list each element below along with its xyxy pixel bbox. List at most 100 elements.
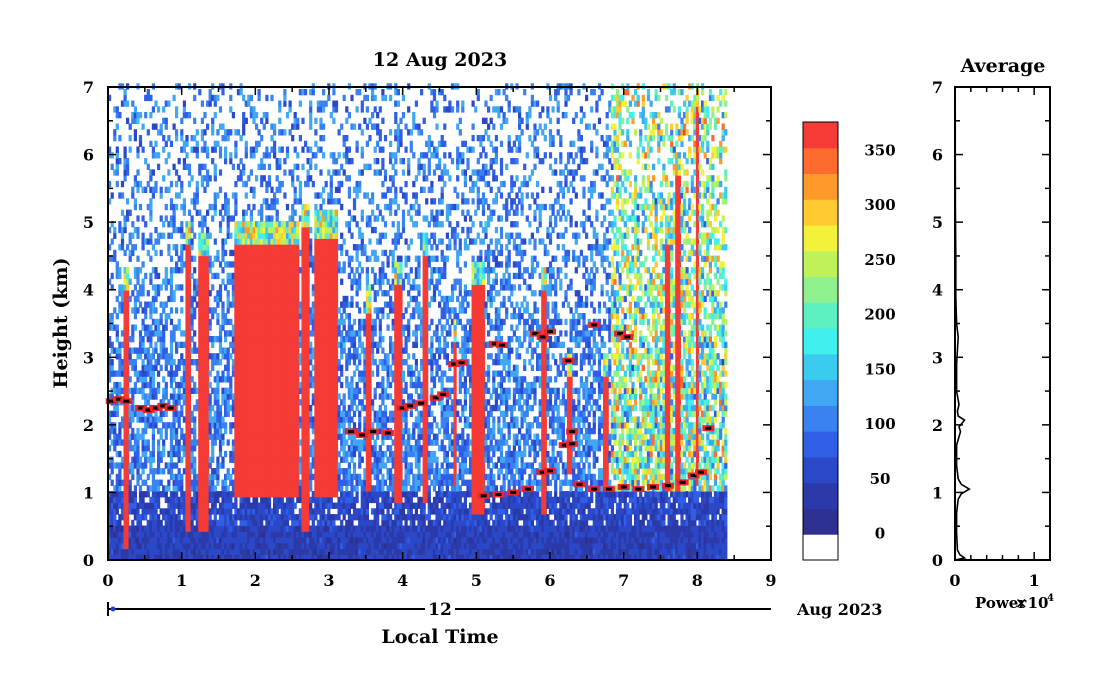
heatmap-cell <box>324 422 328 429</box>
heatmap-cell <box>252 238 256 245</box>
heatmap-cell <box>314 542 318 550</box>
heatmap-cell <box>218 221 223 228</box>
heatmap-cell <box>260 422 264 429</box>
heatmap-cell <box>133 203 137 211</box>
heatmap-cell <box>278 330 282 337</box>
heatmap-cell <box>185 347 189 354</box>
heatmap-cell <box>180 135 184 142</box>
heatmap-cell <box>154 347 158 354</box>
heatmap-cell <box>324 284 328 291</box>
heatmap-cell <box>285 502 290 509</box>
heatmap-cell <box>332 284 336 291</box>
heatmap-cell <box>242 433 246 440</box>
heatmap-cell <box>288 422 292 429</box>
heatmap-cell <box>151 473 155 481</box>
heatmap-cell <box>329 381 333 389</box>
heatmap-cell <box>334 364 339 371</box>
heatmap-cell <box>208 353 212 360</box>
heatmap-cell <box>345 249 349 257</box>
heatmap-cell <box>185 135 189 142</box>
heatmap-cell <box>301 347 305 354</box>
heatmap-cell <box>203 244 207 251</box>
heatmap-cell <box>316 439 320 446</box>
heatmap-cell <box>327 295 331 303</box>
heatmap-cell <box>141 479 145 486</box>
heatmap-cell <box>187 295 192 303</box>
heatmap-cell <box>247 433 251 440</box>
heatmap-cell <box>244 100 248 107</box>
heatmap-cell <box>301 341 305 348</box>
heatmap-cell <box>304 531 308 538</box>
heatmap-cell <box>265 479 269 486</box>
heatmap-cell <box>332 548 336 555</box>
heatmap-cell <box>270 416 274 423</box>
heatmap-cell <box>159 186 163 193</box>
heatmap-cell <box>149 496 153 504</box>
heatmap-cell <box>203 146 207 153</box>
heatmap-cell <box>322 353 326 360</box>
heatmap-cell <box>172 336 176 343</box>
heatmap-cell <box>347 462 351 469</box>
heatmap-cell <box>190 146 194 153</box>
heatmap-cell <box>211 117 215 124</box>
heatmap-cell <box>298 479 302 486</box>
heatmap-cell <box>257 514 261 521</box>
heatmap-cell <box>159 336 163 343</box>
heatmap-cell <box>234 496 238 504</box>
heatmap-cell <box>311 439 315 446</box>
heatmap-cell <box>265 180 269 188</box>
heatmap-cell <box>329 496 333 504</box>
heatmap-cell <box>149 324 153 331</box>
heatmap-cell <box>141 238 145 245</box>
heatmap-cell <box>296 163 300 170</box>
heatmap-cell <box>120 364 125 371</box>
heatmap-cell <box>193 468 197 475</box>
heatmap-cell <box>319 473 323 481</box>
heatmap-cell <box>288 404 292 412</box>
heatmap-cell <box>252 313 256 320</box>
heatmap-cell <box>265 427 269 435</box>
heatmap-cell <box>118 370 122 377</box>
heatmap-cell <box>216 479 220 486</box>
heatmap-cell <box>231 422 235 429</box>
heatmap-cell <box>280 146 284 153</box>
heatmap-cell <box>185 508 189 515</box>
heatmap-cell <box>141 341 145 348</box>
heatmap-cell <box>314 450 318 458</box>
heatmap-cell <box>327 359 331 366</box>
heatmap-cell <box>131 347 135 354</box>
heatmap-cell <box>242 519 246 527</box>
heatmap-cell <box>172 203 176 211</box>
heatmap-cell <box>247 537 251 544</box>
heatmap-cell <box>123 445 127 452</box>
heatmap-cell <box>208 404 212 412</box>
heatmap-cell <box>247 514 251 521</box>
heatmap-cell <box>273 364 277 371</box>
heatmap-cell <box>324 353 328 360</box>
heatmap-cell <box>231 284 235 291</box>
heatmap-cell <box>334 267 339 274</box>
heatmap-cell <box>236 318 241 326</box>
heatmap-cell <box>255 468 259 475</box>
heatmap-cell <box>185 502 189 509</box>
heatmap-cell <box>337 479 341 486</box>
heatmap-cell <box>296 548 300 555</box>
heatmap-cell <box>190 508 194 515</box>
heatmap-cell <box>260 376 264 383</box>
heatmap-cell <box>296 370 300 377</box>
heatmap-cell <box>208 473 212 481</box>
heatmap-cell <box>265 416 269 423</box>
heatmap-cell <box>347 450 351 458</box>
heatmap-cell <box>332 468 336 475</box>
heatmap-cell <box>244 508 248 515</box>
heatmap-cell <box>144 186 148 193</box>
heatmap-cell <box>136 152 140 159</box>
heatmap-cell <box>141 445 145 452</box>
heatmap-cell <box>151 508 155 515</box>
heatmap-cell <box>342 416 346 423</box>
heatmap-cell <box>327 525 331 532</box>
heatmap-cell <box>270 221 274 228</box>
heatmap-cell <box>110 531 114 538</box>
heatmap-cell <box>193 502 197 509</box>
heatmap-cell <box>247 393 251 400</box>
